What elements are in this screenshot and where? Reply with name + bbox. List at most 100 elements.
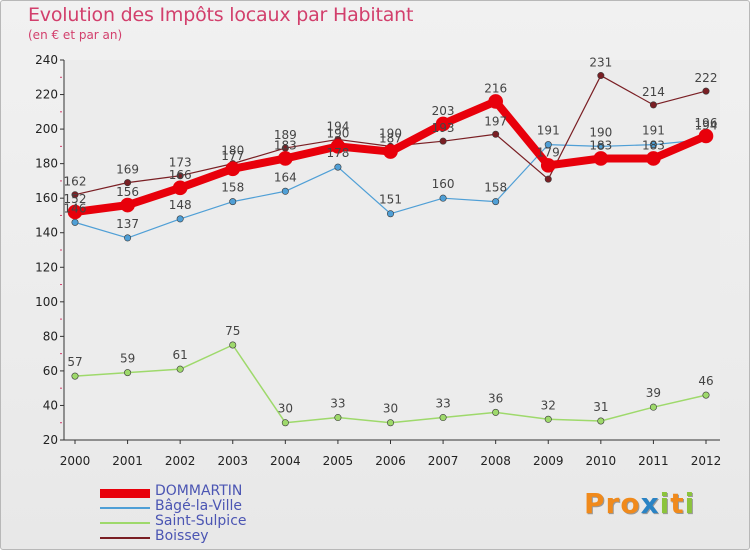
data-label: 152 — [64, 192, 87, 206]
y-tick-label: 140 — [35, 226, 58, 240]
data-point — [176, 365, 184, 373]
logo-letter: P — [584, 487, 606, 520]
data-label: 194 — [326, 119, 349, 133]
logo-letter: t — [670, 487, 685, 520]
data-point — [649, 403, 657, 411]
data-point — [698, 128, 714, 144]
data-label: 164 — [274, 170, 297, 184]
data-label: 156 — [116, 185, 139, 199]
data-point — [597, 72, 605, 80]
legend-swatch — [100, 507, 150, 509]
data-point — [124, 234, 132, 242]
data-label: 61 — [173, 348, 188, 362]
data-label: 203 — [432, 104, 455, 118]
data-point — [124, 179, 132, 187]
y-tick-label: 20 — [43, 433, 58, 447]
data-point — [439, 194, 447, 202]
y-tick-label: 120 — [35, 260, 58, 274]
data-point — [71, 218, 79, 226]
data-label: 31 — [593, 400, 608, 414]
data-point — [176, 172, 184, 180]
x-tick-label: 2002 — [165, 454, 196, 468]
data-point — [597, 417, 605, 425]
legend-label: DOMMARTIN — [155, 483, 243, 499]
data-label: 33 — [435, 397, 450, 411]
y-tick-label: 240 — [35, 53, 58, 67]
data-label: 146 — [64, 201, 87, 215]
y-tick-label: 180 — [35, 157, 58, 171]
data-point — [330, 139, 346, 154]
data-label: 190 — [379, 126, 402, 140]
data-label: 183 — [642, 138, 665, 152]
legend-label: Bâgé-la-Ville — [155, 498, 242, 514]
data-point — [702, 391, 710, 399]
data-point — [492, 130, 500, 138]
data-label: 169 — [116, 163, 139, 177]
data-point — [225, 161, 241, 177]
legend-label: Boissey — [155, 528, 209, 544]
data-point — [229, 198, 237, 206]
y-tick-label: 160 — [35, 191, 58, 205]
x-tick-label: 2011 — [638, 454, 669, 468]
data-point — [597, 142, 605, 150]
data-point — [120, 197, 135, 213]
logo-letter: o — [620, 487, 641, 520]
data-label: 216 — [484, 81, 507, 95]
y-tick-label: 40 — [43, 398, 58, 412]
data-label: 162 — [64, 175, 87, 189]
x-tick-label: 2000 — [60, 454, 91, 468]
data-label: 158 — [221, 181, 244, 195]
data-label: 191 — [642, 124, 665, 138]
data-label: 178 — [326, 146, 349, 160]
data-point — [172, 180, 188, 196]
x-tick-label: 2001 — [112, 454, 143, 468]
data-label: 214 — [642, 85, 665, 99]
logo-letter: x — [640, 487, 660, 520]
data-point — [334, 163, 342, 171]
legend-swatch — [100, 522, 150, 524]
y-tick-label: 80 — [43, 329, 58, 343]
data-label: 166 — [169, 168, 192, 182]
data-label: 173 — [169, 156, 192, 170]
data-point — [488, 94, 503, 109]
data-label: 222 — [695, 71, 718, 85]
data-label: 190 — [326, 126, 349, 140]
data-point — [540, 158, 556, 173]
x-tick-label: 2009 — [533, 454, 564, 468]
data-point — [278, 151, 293, 166]
data-point — [435, 116, 451, 132]
x-tick-label: 2008 — [480, 454, 511, 468]
data-label: 33 — [330, 397, 345, 411]
data-point — [176, 215, 184, 223]
data-point — [383, 144, 398, 159]
data-point — [492, 198, 500, 206]
data-label: 231 — [589, 56, 612, 70]
y-tick-label: 60 — [43, 364, 58, 378]
data-label: 32 — [541, 398, 556, 412]
data-point — [439, 414, 447, 422]
plot-area — [64, 60, 720, 440]
data-label: 196 — [695, 116, 718, 130]
x-tick-label: 2003 — [217, 454, 248, 468]
data-point — [702, 87, 710, 95]
data-point — [386, 210, 394, 218]
data-label: 75 — [225, 324, 240, 338]
data-label: 180 — [221, 144, 244, 158]
proxiti-logo: Proxiti — [584, 487, 695, 520]
data-point — [492, 408, 500, 416]
data-label: 190 — [589, 125, 612, 139]
data-point — [281, 187, 289, 195]
data-label: 59 — [120, 352, 135, 366]
chart-title: Evolution des Impôts locaux par Habitant — [28, 4, 414, 26]
data-point — [649, 101, 657, 109]
data-label: 158 — [484, 181, 507, 195]
logo-letter: i — [659, 487, 671, 520]
data-point — [124, 369, 132, 377]
y-tick-label: 220 — [35, 88, 58, 102]
data-label: 151 — [379, 193, 402, 207]
x-tick-label: 2010 — [586, 454, 617, 468]
chart-subtitle: (en € et par an) — [28, 28, 123, 42]
x-tick-label: 2004 — [270, 454, 301, 468]
x-tick-label: 2007 — [428, 454, 459, 468]
